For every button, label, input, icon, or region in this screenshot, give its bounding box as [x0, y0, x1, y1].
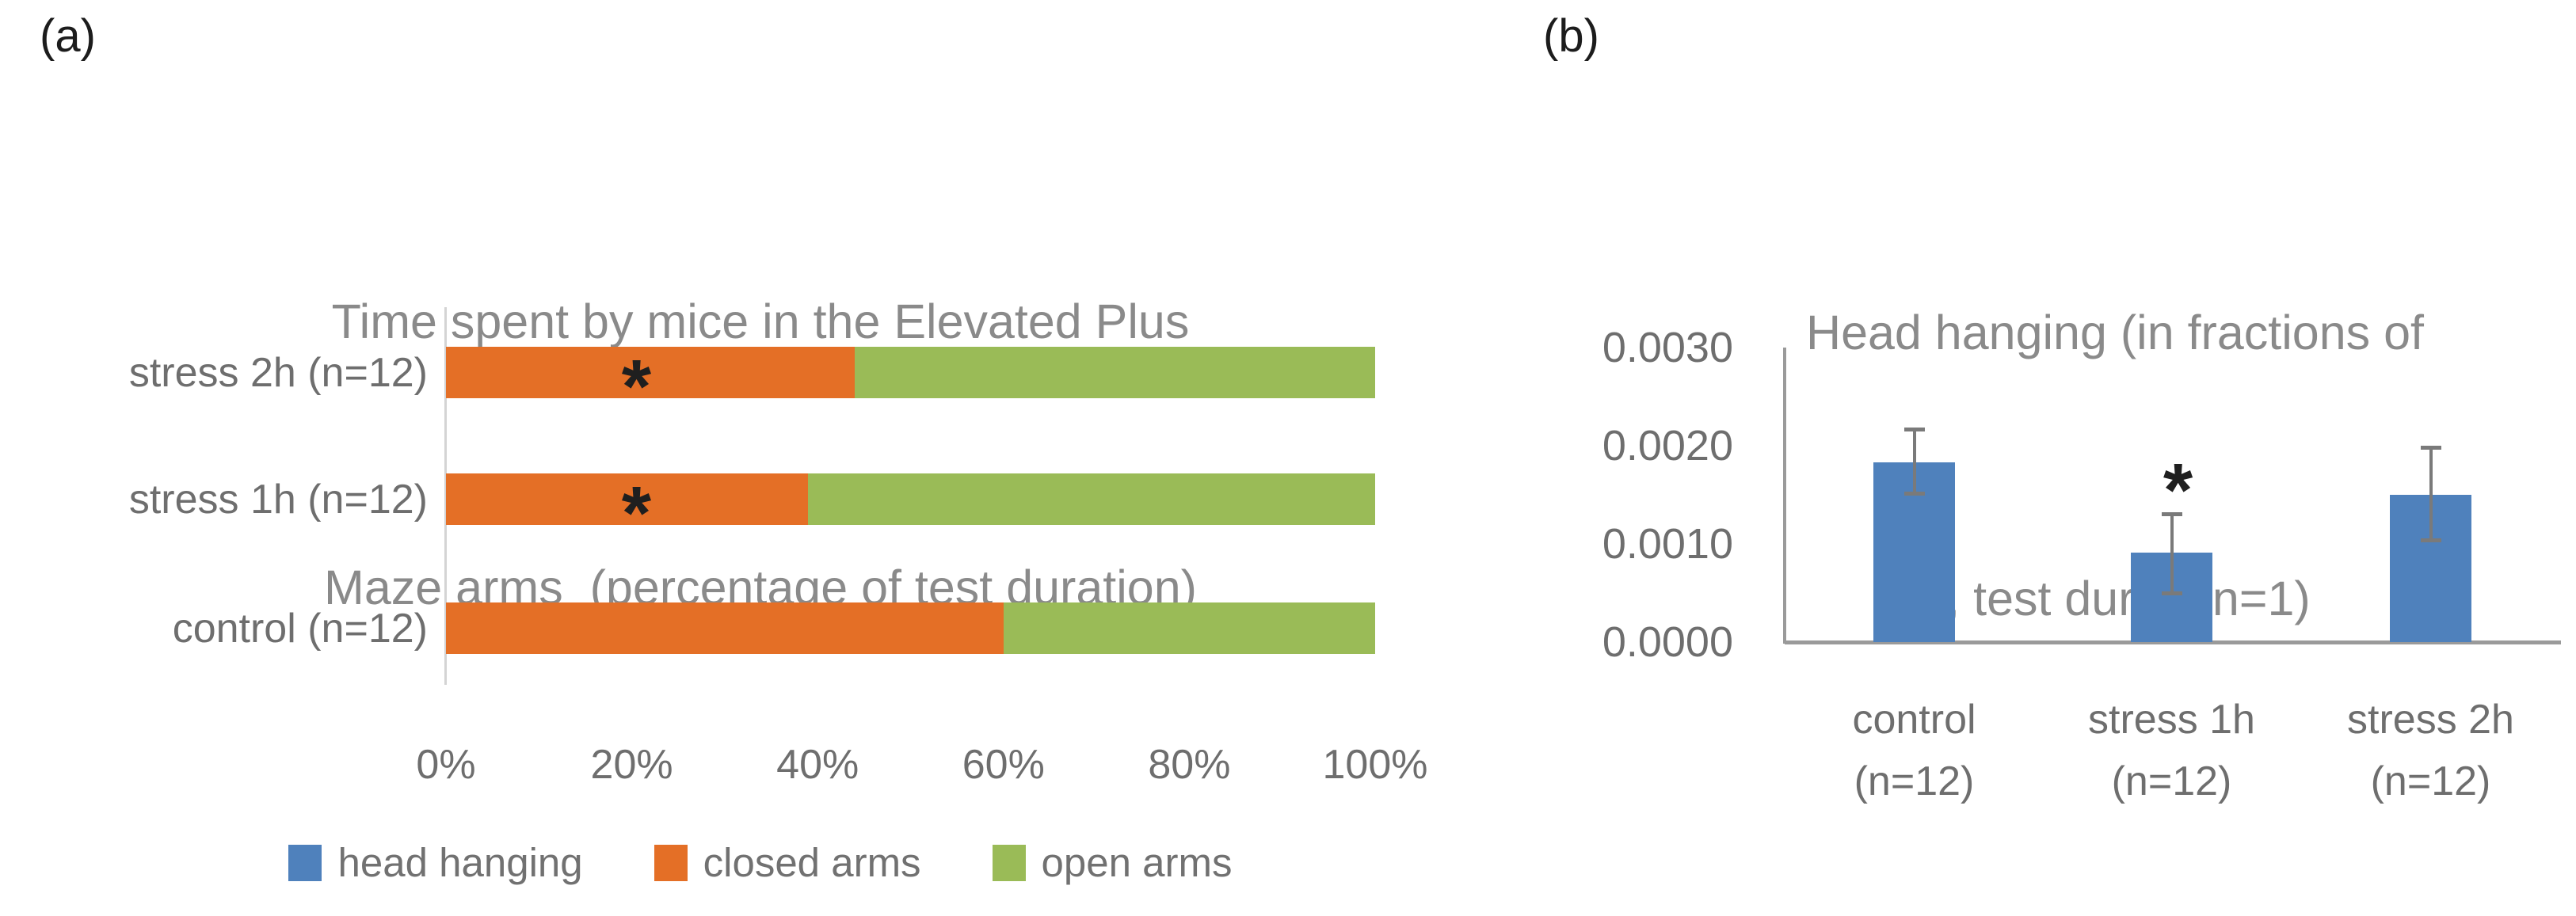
error-bar-line-control-n-12 — [1912, 428, 1916, 493]
x-tick-label-60: 60% — [962, 742, 1045, 788]
category-label-line: (n=12) — [2111, 758, 2232, 804]
significance-asterisk: * — [621, 471, 652, 557]
legend-item-closed-arms: closed arms — [654, 839, 921, 886]
chart-a-title-line-1: Time spent by mice in the Elevated Plus — [331, 295, 1190, 348]
legend-item-head-hanging: head hanging — [288, 839, 583, 886]
category-label-control-n-12: control (n=12) — [172, 606, 428, 652]
chart-a-y-axis-line — [444, 307, 447, 685]
error-bar-cap-bottom — [1903, 491, 1925, 496]
closed-arms-segment — [446, 473, 809, 525]
category-label-line: stress 2h — [2347, 697, 2514, 743]
legend-item-open-arms: open arms — [992, 839, 1233, 886]
category-label-stress-2h-n-12: stress 2h (n=12) — [2347, 689, 2514, 812]
head-hanging-legend-swatch — [288, 844, 322, 881]
closed-arms-segment — [446, 602, 1004, 654]
closed-arms-segment — [446, 347, 855, 398]
error-bar-line-stress-1h-n-12 — [2170, 513, 2174, 593]
significance-asterisk: * — [2163, 447, 2193, 533]
y-tick-label-0-0000: 0.0000 — [1602, 618, 1733, 666]
x-tick-label-80: 80% — [1148, 742, 1231, 788]
y-tick-label-0-0030: 0.0030 — [1602, 324, 1733, 371]
error-bar-cap-bottom — [2161, 591, 2182, 595]
x-tick-label-0: 0% — [416, 742, 476, 788]
legend-label-closed-arms: closed arms — [703, 840, 921, 885]
x-tick-label-20: 20% — [590, 742, 673, 788]
category-label-stress-1h-n-12: stress 1h (n=12) — [2088, 689, 2255, 812]
category-label-line: stress 1h — [2088, 697, 2255, 743]
category-label-line: (n=12) — [2370, 758, 2491, 804]
legend-label-open-arms: open arms — [1041, 840, 1233, 885]
open-arms-segment — [1003, 602, 1375, 654]
category-label-line: control — [1852, 697, 1976, 743]
category-label-stress-1h-n-12: stress 1h (n=12) — [128, 477, 428, 523]
closed-arms-legend-swatch — [654, 844, 688, 881]
open-arms-segment — [808, 473, 1375, 525]
x-tick-label-100: 100% — [1322, 742, 1428, 788]
open-arms-legend-swatch — [992, 844, 1026, 881]
y-tick-label-0-0010: 0.0010 — [1602, 520, 1733, 568]
panel-label-b: (b) — [1543, 10, 1599, 62]
error-bar-line-stress-2h-n-12 — [2429, 447, 2433, 541]
error-bar-cap-top — [2420, 446, 2441, 450]
category-label-line: (n=12) — [1854, 758, 1975, 804]
chart-a-legend: head hanging closed arms open arms — [63, 839, 1458, 886]
legend-label-head-hanging: head hanging — [337, 840, 583, 885]
category-label-control-n-12: control (n=12) — [1852, 689, 1976, 812]
significance-asterisk: * — [621, 344, 652, 430]
chart-b-x-axis-line — [1785, 640, 2561, 644]
y-tick-label-0-0020: 0.0020 — [1602, 422, 1733, 469]
x-tick-label-40: 40% — [776, 742, 859, 788]
error-bar-cap-bottom — [2420, 538, 2441, 543]
panel-label-a: (a) — [40, 10, 96, 62]
error-bar-cap-top — [1903, 427, 1925, 431]
open-arms-segment — [855, 347, 1375, 398]
chart-b-title-line-1: Head hanging (in fractions of — [1806, 306, 2424, 359]
chart-a-title: Time spent by mice in the Elevated Plus … — [48, 100, 1473, 809]
category-label-stress-2h-n-12: stress 2h (n=12) — [128, 350, 428, 396]
error-bar-cap-top — [2161, 511, 2182, 516]
chart-b-y-axis-line — [1783, 348, 1786, 644]
